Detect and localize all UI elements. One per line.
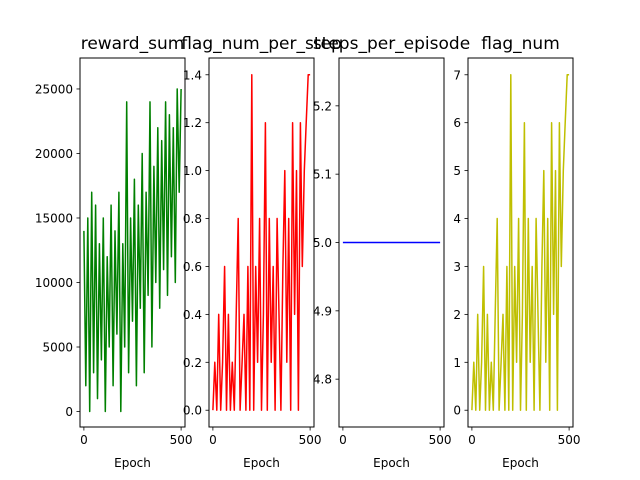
- panel-flag-num: 0 500 0 1 2 3 4 5 6 7 flag_num Epoch: [453, 34, 580, 470]
- steps-per-episode-y-tick-label-0: 4.8: [313, 373, 332, 387]
- reward-sum-series: [83, 88, 182, 413]
- reward-sum-title: reward_sum: [81, 34, 185, 54]
- flag-num-per-step-x-tick-label-0: 0: [209, 433, 217, 447]
- steps-per-episode-y-tick-label-3: 5.1: [313, 168, 332, 182]
- steps-per-episode-title: steps_per_episode: [313, 34, 470, 54]
- reward-sum-y-tick-label-4: 20000: [35, 147, 73, 161]
- flag-num-title: flag_num: [481, 34, 560, 54]
- flag-num-per-step-y-tick-label-5: 1.0: [183, 164, 202, 178]
- steps-per-episode-axes-frame: [338, 57, 445, 428]
- flag-num-y-tick-label-2: 2: [453, 308, 461, 322]
- flag-num-xlabel: Epoch: [502, 456, 539, 470]
- steps-per-episode-x-tick-label-1: 500: [429, 433, 452, 447]
- flag-num-per-step-y-tick-label-2: 0.4: [183, 308, 202, 322]
- flag-num-per-step-title: flag_num_per_step: [181, 34, 342, 54]
- flag-num-series: [471, 74, 570, 411]
- flag-num-y-tick-label-5: 5: [453, 164, 461, 178]
- reward-sum-y-tick-label-0: 0: [65, 405, 73, 419]
- flag-num-per-step-series-line-0: [212, 74, 311, 411]
- flag-num-per-step-y-tick-label-6: 1.2: [183, 116, 202, 130]
- flag-num-y-tick-label-3: 3: [453, 260, 461, 274]
- reward-sum-x-tick-label-1: 500: [170, 433, 193, 447]
- flag-num-per-step-x-tick-label-1: 500: [299, 433, 322, 447]
- reward-sum-series-line-0: [83, 88, 182, 413]
- reward-sum-y-tick-label-5: 25000: [35, 82, 73, 96]
- reward-sum-y-tick-label-3: 15000: [35, 211, 73, 225]
- flag-num-x-tick-label-1: 500: [558, 433, 581, 447]
- panel-flag-num-per-step: 0 500 0.0 0.2 0.4 0.6 0.8 1.0 1.2 1.4 flag_num_pe…: [181, 34, 342, 470]
- steps-per-episode-x-tick-label-0: 0: [339, 433, 347, 447]
- steps-per-episode-xlabel: Epoch: [373, 456, 410, 470]
- flag-num-axes-frame: [467, 57, 574, 428]
- flag-num-per-step-axes-frame: [208, 57, 315, 428]
- flag-num-per-step-xlabel: Epoch: [243, 456, 280, 470]
- reward-sum-y-tick-label-2: 10000: [35, 276, 73, 290]
- flag-num-y-tick-label-7: 7: [453, 68, 461, 82]
- reward-sum-xlabel: Epoch: [114, 456, 151, 470]
- flag-num-y-tick-label-1: 1: [453, 356, 461, 370]
- steps-per-episode-y-tick-label-4: 5.2: [313, 99, 332, 113]
- flag-num-ticks: 0 500 0 1 2 3 4 5 6 7: [453, 68, 580, 447]
- flag-num-y-tick-label-4: 4: [453, 212, 461, 226]
- flag-num-per-step-y-tick-label-7: 1.4: [183, 68, 202, 82]
- reward-sum-y-tick-label-1: 5000: [42, 341, 73, 355]
- flag-num-y-tick-label-0: 0: [453, 404, 461, 418]
- panel-steps-per-episode: 0 500 4.8 4.9 5.0 5.1 5.2 steps_per_episode Ep…: [313, 34, 470, 470]
- steps-per-episode-y-tick-label-1: 4.9: [313, 304, 332, 318]
- flag-num-series-line-0: [471, 74, 570, 411]
- flag-num-x-tick-label-0: 0: [468, 433, 476, 447]
- flag-num-per-step-y-tick-label-0: 0.0: [183, 404, 202, 418]
- flag-num-per-step-ticks: 0 500 0.0 0.2 0.4 0.6 0.8 1.0 1.2 1.4: [183, 68, 322, 447]
- flag-num-per-step-y-tick-label-4: 0.8: [183, 212, 202, 226]
- flag-num-y-tick-label-6: 6: [453, 116, 461, 130]
- flag-num-per-step-y-tick-label-1: 0.2: [183, 356, 202, 370]
- flag-num-per-step-series: [212, 74, 311, 411]
- flag-num-per-step-y-tick-label-3: 0.6: [183, 260, 202, 274]
- steps-per-episode-y-tick-label-2: 5.0: [313, 236, 332, 250]
- reward-sum-axes-frame: [79, 57, 186, 428]
- reward-sum-x-tick-label-0: 0: [80, 433, 88, 447]
- steps-per-episode-ticks: 0 500 4.8 4.9 5.0 5.1 5.2: [313, 99, 452, 447]
